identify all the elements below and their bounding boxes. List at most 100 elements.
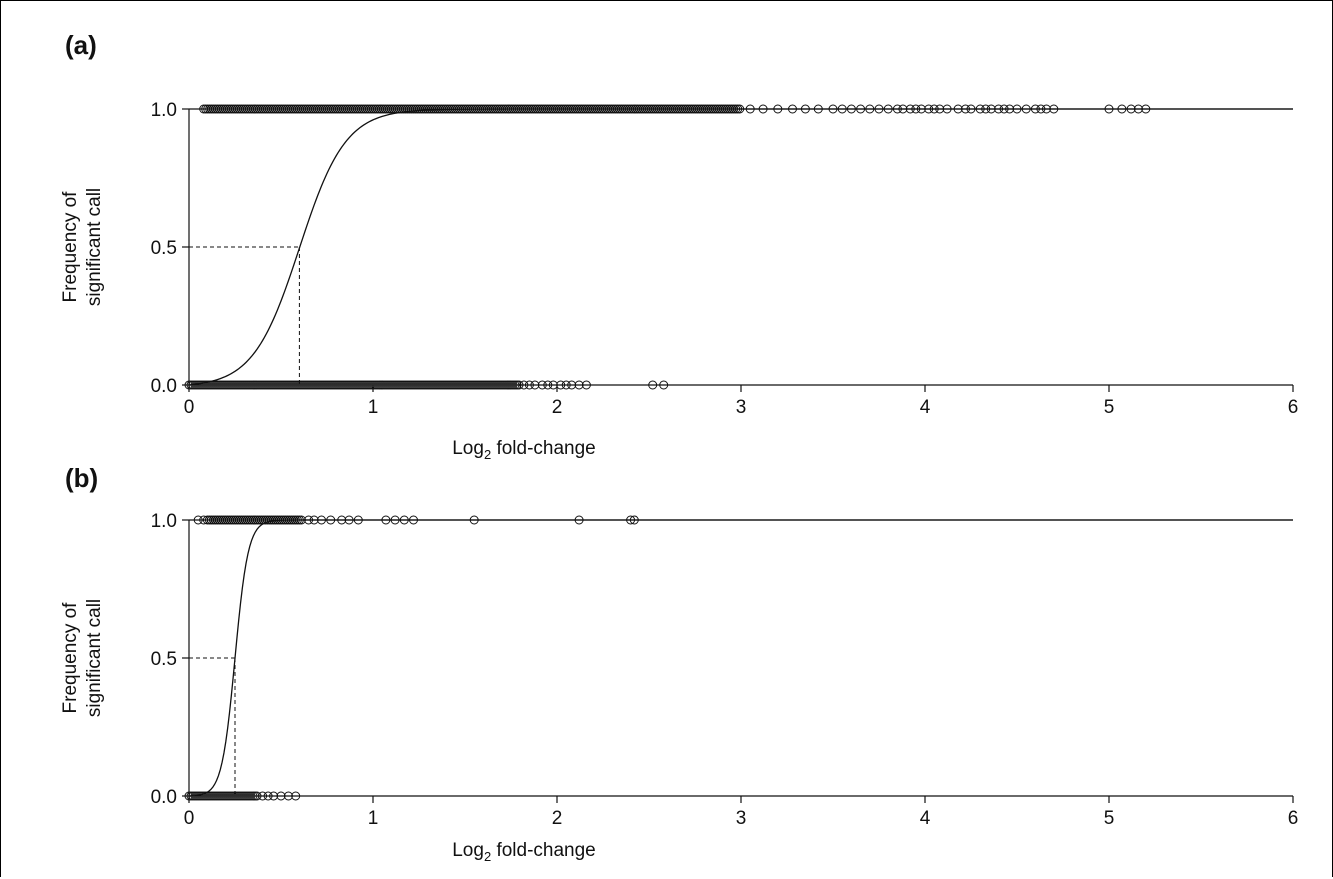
- data-point-nonsignificant: [556, 380, 566, 390]
- data-point-nonsignificant: [648, 380, 658, 390]
- y-tick-label: 0.5: [151, 238, 177, 259]
- data-point-nonsignificant: [276, 791, 286, 801]
- data-point-significant: [953, 104, 963, 114]
- x-tick-label: 4: [920, 397, 931, 418]
- data-point-significant: [626, 515, 636, 525]
- x-tick-label: 0: [184, 397, 195, 418]
- data-point-significant: [317, 515, 326, 525]
- data-point-nonsignificant: [659, 380, 669, 390]
- y-axis-title-line2-a: significant call: [84, 188, 105, 306]
- x-tick-label: 5: [1104, 397, 1115, 418]
- x-tick-label: 1: [368, 808, 379, 829]
- panel-a: 0 1 2 3 4 5 6 0.0 0.5 1.0: [151, 100, 1299, 418]
- panel-b: 0 1 2 3 4 5 6 0.0 0.5 1.0: [151, 511, 1299, 829]
- data-point-significant: [1036, 104, 1046, 114]
- data-point-nonsignificant: [530, 380, 540, 390]
- data-point-significant: [994, 104, 1004, 114]
- data-point-nonsignificant: [561, 380, 571, 390]
- data-point-nonsignificant: [514, 380, 524, 390]
- data-point-significant: [773, 104, 783, 114]
- data-point-significant: [892, 104, 902, 114]
- data-point-significant: [800, 104, 810, 114]
- data-point-significant: [999, 104, 1009, 114]
- data-point-significant: [326, 515, 336, 525]
- data-point-significant: [986, 104, 996, 114]
- y-axis-title-line1-b: Frequency of: [60, 602, 81, 714]
- data-point-significant: [961, 104, 970, 114]
- data-point-significant: [1117, 104, 1127, 114]
- data-point-significant: [1104, 104, 1114, 114]
- data-point-significant: [1021, 104, 1031, 114]
- data-point-nonsignificant: [581, 380, 591, 390]
- data-point-significant: [846, 104, 856, 114]
- data-point-nonsignificant: [252, 791, 262, 801]
- data-point-significant: [309, 515, 319, 525]
- data-point-nonsignificant: [269, 791, 279, 801]
- data-point-significant: [916, 104, 926, 114]
- data-point-significant: [574, 515, 584, 525]
- data-point-nonsignificant: [543, 380, 553, 390]
- y-axis-title-line1-a: Frequency of: [60, 191, 81, 303]
- x-tick-label: 5: [1104, 808, 1115, 829]
- data-point-significant: [975, 104, 985, 114]
- data-point-significant: [296, 515, 306, 525]
- x-tick-label: 4: [920, 808, 931, 829]
- data-point-significant: [813, 104, 823, 114]
- data-point-significant: [745, 104, 755, 114]
- data-point-nonsignificant: [291, 791, 301, 801]
- x-tick-label: 1: [368, 397, 379, 418]
- x-tick-label: 2: [552, 397, 563, 418]
- data-point-significant: [1133, 104, 1143, 114]
- data-point-significant: [304, 515, 314, 525]
- data-point-significant: [1005, 104, 1015, 114]
- data-point-nonsignificant: [258, 791, 268, 801]
- x-axis-title-a: Log2 fold-change: [452, 438, 596, 462]
- data-point-nonsignificant: [283, 791, 293, 801]
- data-point-significant: [399, 515, 409, 525]
- y-tick-label: 0.0: [151, 376, 177, 397]
- x-tick-label: 0: [184, 808, 195, 829]
- data-point-significant: [981, 104, 991, 114]
- data-point-significant: [758, 104, 768, 114]
- x-tick-label: 2: [552, 808, 563, 829]
- x-tick-label: 3: [736, 808, 747, 829]
- data-point-significant: [828, 104, 838, 114]
- data-point-significant: [942, 104, 952, 114]
- data-point-nonsignificant: [263, 791, 273, 801]
- data-point-significant: [1141, 104, 1151, 114]
- data-point-significant: [929, 104, 939, 114]
- data-point-significant: [883, 104, 893, 114]
- data-point-significant: [1126, 104, 1136, 114]
- data-point-significant: [1049, 104, 1059, 114]
- data-point-significant: [1041, 104, 1051, 114]
- data-point-significant: [837, 104, 847, 114]
- x-tick-label: 6: [1288, 808, 1299, 829]
- data-point-significant: [193, 515, 203, 525]
- x-axis-title-b: Log2 fold-change: [452, 840, 596, 864]
- data-point-significant: [865, 104, 875, 114]
- data-point-significant: [911, 104, 921, 114]
- data-point-significant: [344, 515, 354, 525]
- data-point-nonsignificant: [567, 380, 577, 390]
- data-point-significant: [856, 104, 866, 114]
- data-point-significant: [199, 515, 209, 525]
- data-point-nonsignificant: [537, 380, 547, 390]
- data-point-significant: [924, 104, 934, 114]
- data-point-nonsignificant: [519, 380, 529, 390]
- data-point-nonsignificant: [524, 380, 534, 390]
- panel-label-a: (a): [65, 30, 97, 60]
- fit-curve: [188, 519, 1293, 797]
- data-point-nonsignificant: [574, 380, 584, 390]
- data-point-significant: [1030, 104, 1040, 114]
- y-tick-label: 0.5: [151, 649, 177, 670]
- panel-label-b: (b): [65, 463, 98, 493]
- data-point-significant: [874, 104, 884, 114]
- y-tick-label: 0.0: [151, 787, 177, 808]
- data-point-significant: [390, 515, 400, 525]
- y-tick-label: 1.0: [151, 511, 177, 532]
- y-axis-title-line2-b: significant call: [84, 599, 105, 717]
- data-point-significant: [935, 104, 945, 114]
- data-point-significant: [898, 104, 908, 114]
